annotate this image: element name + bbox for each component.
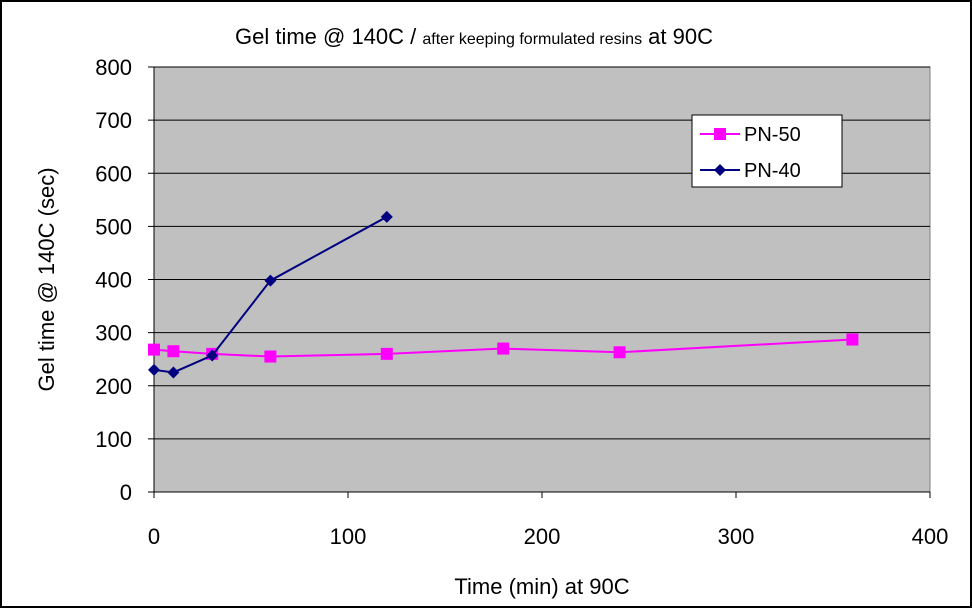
data-point-pn-40 bbox=[167, 366, 180, 379]
data-point-pn-50 bbox=[846, 333, 859, 346]
chart-title-small: after keeping formulated resins bbox=[422, 31, 642, 48]
chart-title: Gel time @ 140C / after keeping formulat… bbox=[235, 24, 713, 49]
x-tick-label: 300 bbox=[718, 524, 755, 549]
legend-label-pn-50: PN-50 bbox=[744, 124, 801, 146]
y-tick-label: 300 bbox=[95, 321, 132, 346]
y-tick-label: 400 bbox=[95, 268, 132, 293]
data-point-pn-40 bbox=[264, 274, 277, 287]
x-axis-label: Time (min) at 90C bbox=[454, 574, 629, 599]
x-tick-label: 200 bbox=[524, 524, 561, 549]
data-point-pn-50 bbox=[264, 350, 277, 363]
y-tick-label: 800 bbox=[95, 55, 132, 80]
y-tick-label: 600 bbox=[95, 161, 132, 186]
data-point-pn-50 bbox=[167, 345, 180, 358]
series-layer bbox=[148, 210, 859, 379]
data-point-pn-40 bbox=[380, 210, 393, 223]
series-pn-40 bbox=[148, 210, 393, 379]
data-point-pn-50 bbox=[613, 346, 626, 359]
chart-title-main: Gel time @ 140C / bbox=[235, 24, 422, 49]
y-tick-label: 0 bbox=[120, 480, 132, 505]
y-tick-label: 500 bbox=[95, 214, 132, 239]
series-line-pn-50 bbox=[153, 338, 853, 358]
data-point-pn-40 bbox=[148, 363, 160, 376]
axes: 0 100 200 300 400 500 600 700 800 0 100 200 300 400 bbox=[95, 55, 948, 549]
y-tick-label: 200 bbox=[95, 374, 132, 399]
legend-marker-pn-40 bbox=[714, 164, 726, 176]
data-point-pn-50 bbox=[380, 347, 393, 360]
x-tick-label: 0 bbox=[148, 524, 160, 549]
legend-marker-pn-50 bbox=[714, 128, 726, 140]
y-axis-label: Gel time @ 140C (sec) bbox=[34, 167, 59, 391]
data-point-pn-50 bbox=[497, 342, 510, 355]
legend: PN-50 PN-40 bbox=[691, 114, 843, 188]
chart-title-end: at 90C bbox=[642, 24, 713, 49]
series-pn-50 bbox=[148, 333, 859, 363]
x-tick-label: 100 bbox=[330, 524, 367, 549]
y-tick-label: 700 bbox=[95, 108, 132, 133]
legend-box bbox=[691, 114, 843, 188]
data-point-pn-40 bbox=[206, 349, 219, 362]
y-tick-label: 100 bbox=[95, 427, 132, 452]
legend-label-pn-40: PN-40 bbox=[744, 160, 801, 182]
data-point-pn-50 bbox=[148, 343, 160, 356]
x-tick-label: 400 bbox=[912, 524, 949, 549]
